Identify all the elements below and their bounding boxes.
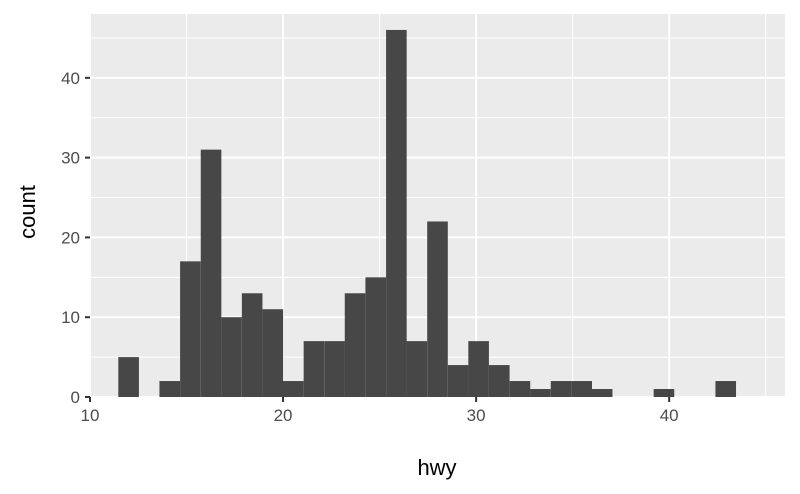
histogram-bar <box>282 381 304 397</box>
y-tick-label: 20 <box>61 228 80 247</box>
x-axis-title: hwy <box>417 455 456 480</box>
y-axis-title: count <box>15 185 40 239</box>
x-tick-label: 40 <box>660 406 679 425</box>
histogram-bar <box>427 221 448 397</box>
x-tick-label: 20 <box>274 406 293 425</box>
histogram-bars <box>118 29 737 397</box>
histogram-bar <box>468 341 489 397</box>
histogram-bar <box>221 317 242 397</box>
y-tick-label: 10 <box>61 308 80 327</box>
x-tick-label: 30 <box>467 406 486 425</box>
x-tick-label: 10 <box>81 406 100 425</box>
histogram-bar <box>386 29 407 397</box>
y-tick-label: 30 <box>61 149 80 168</box>
y-axis: 0 10 20 30 40 <box>61 69 90 407</box>
histogram-bar <box>530 389 551 397</box>
x-axis: 10 20 30 40 <box>81 397 679 425</box>
histogram-bar <box>118 357 139 397</box>
histogram-bar <box>303 341 325 397</box>
histogram-bar <box>715 381 737 397</box>
histogram-bar <box>591 389 613 397</box>
y-tick-label: 40 <box>61 69 80 88</box>
histogram-bar <box>447 365 469 397</box>
histogram-bar <box>406 341 428 397</box>
histogram-bar <box>550 381 572 397</box>
histogram-bar <box>262 309 284 397</box>
histogram-bar <box>344 293 366 397</box>
histogram-bar <box>324 341 345 397</box>
histogram-bar <box>653 389 675 397</box>
histogram-bar <box>180 261 201 397</box>
histogram-bar <box>200 149 222 397</box>
y-tick-label: 0 <box>71 388 80 407</box>
histogram-bar <box>571 381 593 397</box>
histogram-bar <box>159 381 181 397</box>
histogram-bar <box>365 277 387 397</box>
histogram-bar <box>509 381 531 397</box>
histogram-bar <box>241 293 263 397</box>
histogram-bar <box>488 365 510 397</box>
